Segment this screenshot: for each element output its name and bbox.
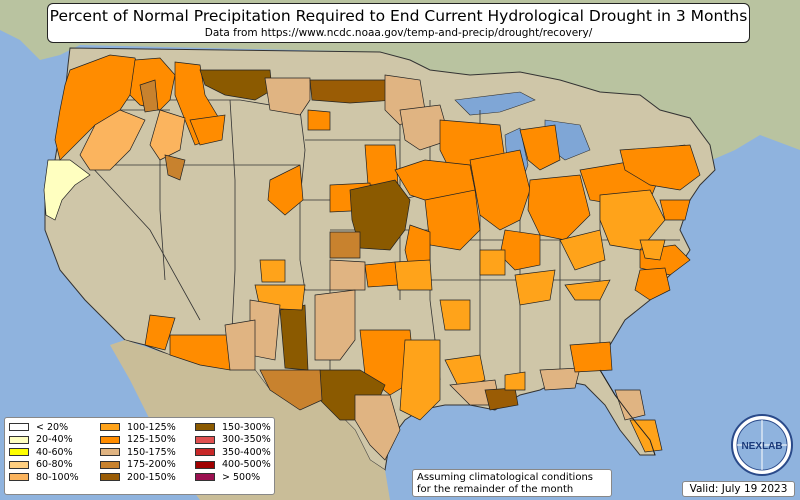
- legend-item: 150-300%: [195, 421, 271, 434]
- legend-item: < 20%: [9, 421, 79, 434]
- map-title: Percent of Normal Precipitation Required…: [49, 7, 748, 25]
- legend-label: > 500%: [222, 471, 261, 483]
- legend-label: 400-500%: [222, 459, 271, 471]
- legend-label: 60-80%: [36, 459, 73, 471]
- legend-swatch: [9, 448, 29, 457]
- nexlab-logo: NEXLAB: [731, 414, 793, 476]
- legend-label: 100-125%: [127, 421, 176, 433]
- note-line-2: for the remainder of the month: [417, 484, 574, 495]
- legend-item: 100-125%: [100, 421, 176, 434]
- legend-swatch: [100, 460, 120, 469]
- legend-item: 150-175%: [100, 446, 176, 459]
- legend-label: 80-100%: [36, 471, 79, 483]
- legend-column-1: < 20% 20-40% 40-60% 60-80% 80-100%: [9, 421, 79, 484]
- legend-swatch: [9, 423, 29, 432]
- logo-text: NEXLAB: [741, 441, 782, 452]
- legend-swatch: [100, 435, 120, 444]
- legend-label: 175-200%: [127, 459, 176, 471]
- legend-swatch: [9, 435, 29, 444]
- legend-label: 350-400%: [222, 446, 271, 458]
- legend-item: 60-80%: [9, 459, 79, 472]
- valid-date: Valid: July 19 2023: [682, 481, 795, 497]
- legend-label: 20-40%: [36, 434, 73, 446]
- legend-swatch: [100, 448, 120, 457]
- legend-item: 80-100%: [9, 471, 79, 484]
- legend-item: 300-350%: [195, 434, 271, 447]
- legend-item: 400-500%: [195, 459, 271, 472]
- note-line-1: Assuming climatological conditions: [417, 472, 593, 483]
- legend-item: 350-400%: [195, 446, 271, 459]
- legend-label: 300-350%: [222, 434, 271, 446]
- legend-swatch: [9, 473, 29, 482]
- legend-swatch: [9, 460, 29, 469]
- legend-swatch: [100, 473, 120, 482]
- legend-item: 20-40%: [9, 434, 79, 447]
- legend-label: < 20%: [36, 421, 69, 433]
- legend-label: 125-150%: [127, 434, 176, 446]
- legend-swatch: [195, 435, 215, 444]
- coastline-accent: [599, 369, 656, 456]
- title-box: Percent of Normal Precipitation Required…: [47, 3, 750, 43]
- legend-swatch: [195, 448, 215, 457]
- legend-swatch: [195, 460, 215, 469]
- legend-swatch: [195, 473, 215, 482]
- legend-column-2: 100-125% 125-150% 150-175% 175-200% 200-150%: [100, 421, 176, 484]
- legend-item: 200-150%: [100, 471, 176, 484]
- legend-swatch: [100, 423, 120, 432]
- logo-meridian: [737, 420, 787, 470]
- legend: < 20% 20-40% 40-60% 60-80% 80-100% 100-125% 1…: [4, 417, 275, 495]
- map-subtitle: Data from https://www.ncdc.noaa.gov/temp…: [204, 27, 593, 39]
- legend-label: 150-175%: [127, 446, 176, 458]
- legend-item: 125-150%: [100, 434, 176, 447]
- drought-regions: [43, 54, 701, 461]
- legend-swatch: [195, 423, 215, 432]
- legend-item: > 500%: [195, 471, 271, 484]
- assumption-note: Assuming climatological conditions for t…: [412, 469, 612, 497]
- legend-item: 175-200%: [100, 459, 176, 472]
- legend-label: 40-60%: [36, 446, 73, 458]
- legend-column-3: 150-300% 300-350% 350-400% 400-500% > 500%: [195, 421, 271, 484]
- legend-label: 200-150%: [127, 471, 176, 483]
- legend-label: 150-300%: [222, 421, 271, 433]
- legend-item: 40-60%: [9, 446, 79, 459]
